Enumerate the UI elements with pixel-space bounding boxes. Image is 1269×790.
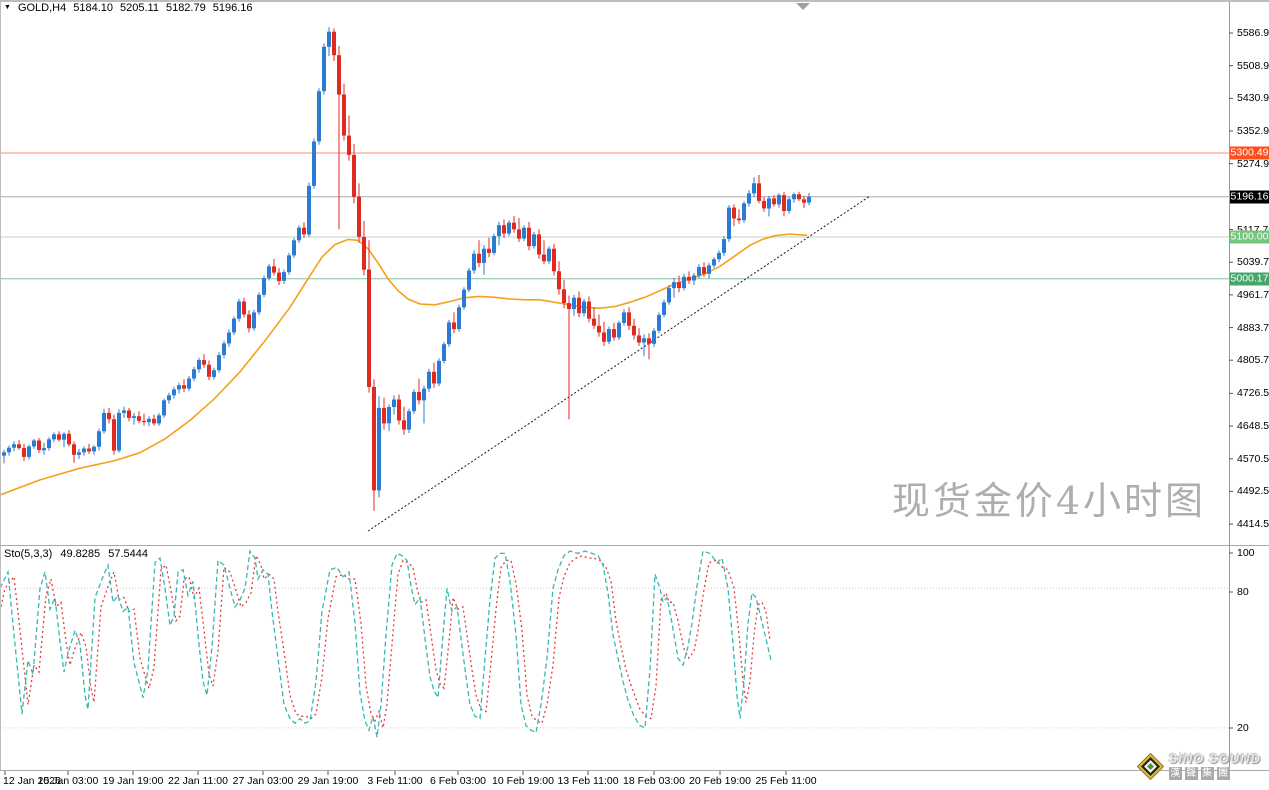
symbol-period-label: GOLD,H4 — [17, 2, 67, 14]
logo-cn-char: 團 — [1216, 767, 1230, 780]
stochastic-caption: Sto(5,3,3) 49.8285 57.5444 — [4, 548, 153, 560]
stochastic-k-value: 49.8285 — [60, 548, 101, 560]
price-axis-label: 4883.70 — [1237, 321, 1269, 334]
chart-dropdown-icon[interactable]: ▼ — [4, 3, 11, 11]
logo-cn-char: 漢 — [1168, 767, 1182, 780]
time-axis-label: 22 Jan 11:00 — [168, 775, 228, 787]
logo-brand-cn: 漢聲集團 — [1168, 767, 1261, 780]
price-badge: 5100.00 — [1230, 230, 1269, 244]
stoch-axis-label: 20 — [1237, 722, 1249, 734]
price-axis-label: 4570.50 — [1237, 452, 1269, 465]
time-axis-label: 3 Feb 11:00 — [367, 775, 423, 787]
stoch-axis-label: 80 — [1237, 586, 1249, 598]
price-axis-label: 4961.70 — [1237, 288, 1269, 301]
price-axis-label: 5274.90 — [1237, 157, 1269, 170]
logo-cn-char: 集 — [1200, 767, 1214, 780]
time-axis-label: 12 Jan 2026 — [3, 775, 61, 787]
ohlc-close: 5196.16 — [212, 2, 253, 14]
stochastic-d-value: 57.5444 — [108, 548, 148, 560]
stochastic-name: Sto(5,3,3) — [4, 548, 53, 560]
price-axis-label: 5352.90 — [1237, 125, 1269, 138]
time-axis-label: 6 Feb 03:00 — [429, 775, 487, 787]
watermark-text: 现货金价4小时图 — [891, 479, 1206, 523]
broker-logo: SiNO SOUND 漢聲集團 — [1136, 751, 1261, 780]
time-axis-label: 15 Jan 03:00 — [37, 775, 99, 787]
ma-line[interactable] — [0, 233, 808, 496]
stoch-d-line[interactable] — [0, 553, 771, 729]
logo-cn-char: 聲 — [1184, 767, 1198, 780]
price-axis-label: 5586.90 — [1237, 27, 1269, 39]
candlestick-series[interactable] — [2, 27, 811, 511]
ohlc-high: 5205.11 — [120, 2, 159, 14]
logo-brand-text: SiNO SOUND — [1168, 751, 1261, 766]
price-badge: 5196.16 — [1230, 190, 1269, 204]
price-badge: 5000.17 — [1230, 272, 1269, 286]
time-axis-label: 13 Feb 11:00 — [557, 775, 619, 787]
price-axis-label: 4492.50 — [1237, 485, 1269, 498]
time-axis-label: 29 Jan 19:00 — [297, 775, 359, 787]
trendline[interactable] — [367, 195, 871, 532]
time-axis-label: 19 Jan 19:00 — [102, 775, 164, 787]
stoch-axis-label: 100 — [1237, 547, 1255, 559]
chart-title-bar: ▼ GOLD,H4 5184.10 5205.11 5182.79 5196.1… — [4, 2, 252, 14]
time-axis-label: 20 Feb 19:00 — [689, 775, 751, 787]
price-axis-label: 5039.70 — [1237, 256, 1269, 269]
time-axis-label: 25 Feb 11:00 — [755, 775, 817, 787]
price-axis-label: 4726.50 — [1237, 387, 1269, 400]
price-axis-label: 5430.90 — [1237, 92, 1269, 105]
ohlc-open: 5184.10 — [73, 2, 113, 14]
ohlc-low: 5182.79 — [165, 2, 206, 14]
price-axis-label: 4414.50 — [1237, 518, 1269, 531]
time-axis-label: 18 Feb 03:00 — [623, 775, 685, 787]
stoch-k-line[interactable] — [0, 549, 772, 738]
price-badge: 5300.49 — [1230, 146, 1269, 160]
price-axis-label: 5508.90 — [1237, 59, 1269, 72]
time-axis-label: 27 Jan 03:00 — [232, 775, 294, 787]
time-axis-label: 10 Feb 19:00 — [492, 775, 554, 787]
scroll-to-end-marker-icon[interactable] — [796, 3, 810, 10]
price-axis-label: 4648.50 — [1237, 420, 1269, 433]
diamond-logo-icon — [1136, 752, 1164, 780]
price-axis-label: 4805.70 — [1237, 354, 1269, 367]
